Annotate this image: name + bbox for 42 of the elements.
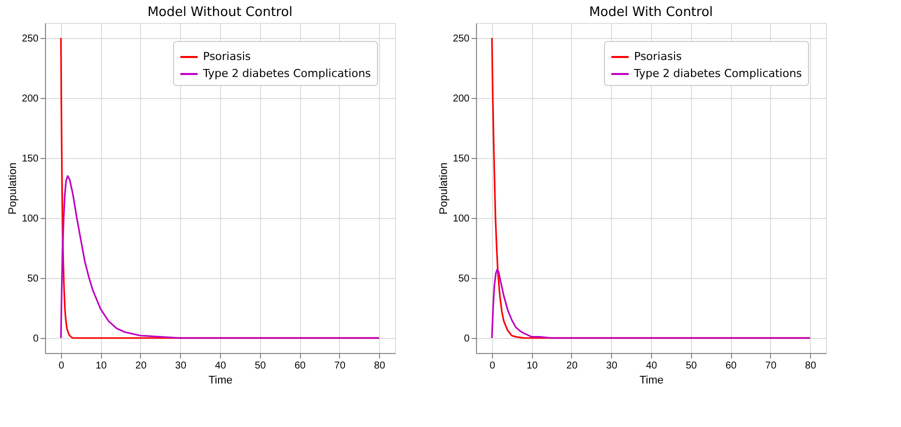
x-tick-label: 0 [490,360,496,372]
y-tick-label: 50 [27,274,39,284]
y-tick-label: 0 [32,334,39,344]
legend-label: Type 2 diabetes Complications [202,67,372,80]
y-tick-label: 200 [22,94,39,104]
x-tick-label: 70 [334,360,346,372]
x-tick-label: 10 [526,360,538,372]
x-tick-label: 60 [725,360,738,372]
x-tick-label: 30 [606,360,618,372]
x-tick-label: 20 [566,360,578,372]
x-tick-label: 20 [135,360,147,372]
x-tick-label: 40 [214,360,226,372]
line-series [60,175,380,339]
y-tick-label: 150 [22,154,39,164]
x-tick-label: 80 [805,360,817,372]
legend-label: Psoriasis [203,50,252,63]
x-axis-title: Time [639,374,664,386]
x-tick-label: 70 [765,360,777,372]
x-tick-label: 30 [175,360,187,372]
x-axis-title: Time [208,374,233,386]
y-tick-label: 0 [464,334,470,344]
x-tick-label: 60 [294,360,306,372]
chart-title: Model Without Control [147,5,293,20]
x-tick-label: 50 [686,360,698,372]
line-series [491,268,811,339]
y-tick-label: 250 [452,34,470,44]
legend-label: Type 2 diabetes Complications [633,67,802,80]
y-axis-title: Population [438,162,450,214]
y-tick-label: 150 [452,154,470,164]
x-tick-label: 50 [254,360,266,372]
chart-title: Model With Control [589,5,713,20]
x-tick-label: 40 [646,360,658,372]
y-tick-label: 200 [452,94,470,104]
x-tick-label: 10 [96,360,108,372]
y-tick-label: 250 [22,34,39,44]
y-tick-label: 100 [452,214,470,224]
y-tick-label: 50 [458,274,470,284]
legend-label: Psoriasis [634,50,682,63]
y-tick-label: 100 [22,214,39,224]
x-tick-label: 80 [374,360,386,372]
y-axis-title: Population [6,162,19,214]
x-tick-label: 0 [58,360,65,372]
